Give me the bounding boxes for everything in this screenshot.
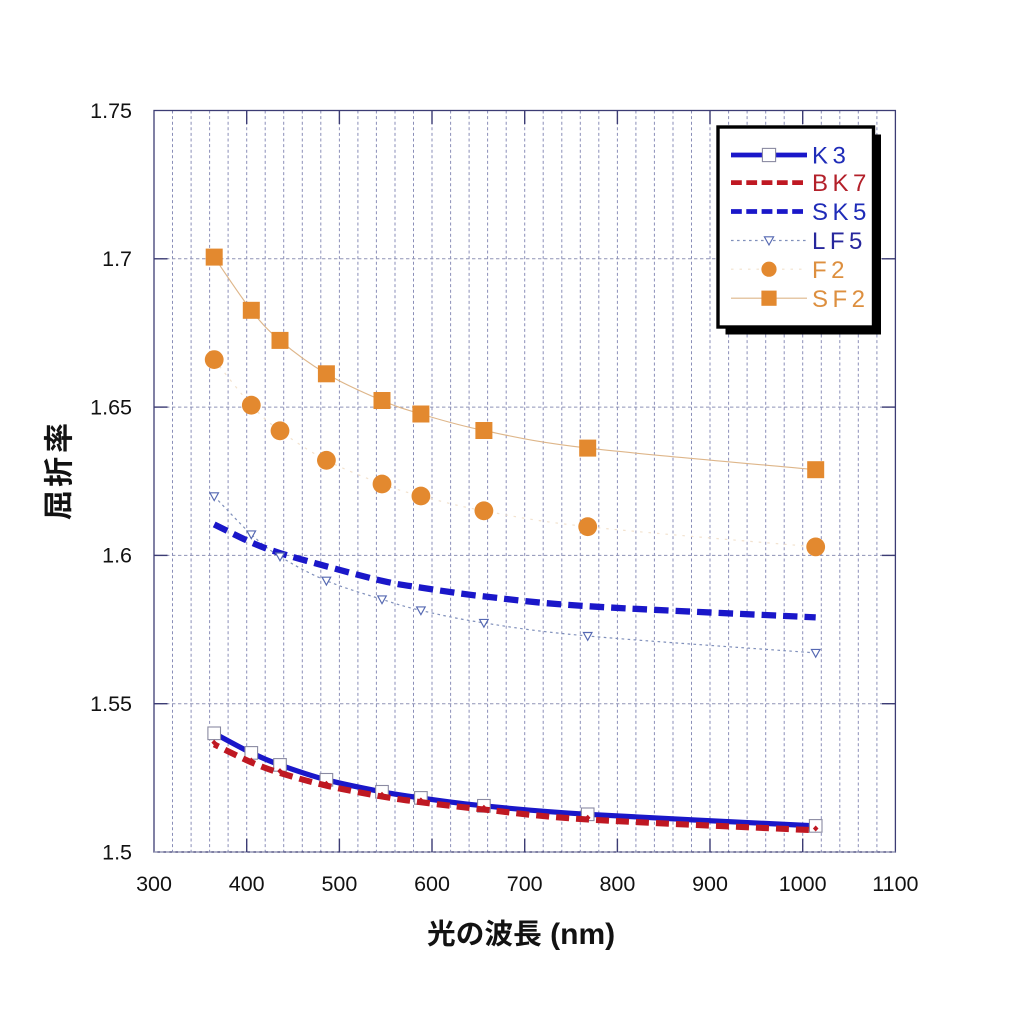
svg-text:BK7: BK7 — [812, 170, 871, 197]
svg-text:(nm): (nm) — [542, 918, 615, 951]
svg-text:1.55: 1.55 — [90, 692, 132, 716]
svg-text:400: 400 — [229, 872, 265, 896]
svg-text:900: 900 — [692, 872, 728, 896]
svg-text:K3: K3 — [812, 143, 850, 170]
svg-text:1000: 1000 — [779, 872, 827, 896]
svg-text:300: 300 — [136, 872, 172, 896]
svg-text:SF2: SF2 — [812, 286, 870, 313]
svg-text:SK5: SK5 — [812, 199, 871, 226]
svg-text:1.7: 1.7 — [102, 247, 132, 271]
svg-text:1.5: 1.5 — [102, 840, 132, 864]
svg-text:600: 600 — [414, 872, 450, 896]
svg-text:700: 700 — [507, 872, 543, 896]
svg-text:1.75: 1.75 — [90, 99, 132, 123]
svg-text:F2: F2 — [812, 257, 849, 284]
svg-text:LF5: LF5 — [812, 228, 867, 255]
svg-text:1.6: 1.6 — [102, 544, 132, 568]
svg-text:500: 500 — [321, 872, 357, 896]
svg-text:800: 800 — [599, 872, 635, 896]
svg-text:1.65: 1.65 — [90, 395, 132, 419]
svg-text:1100: 1100 — [872, 872, 918, 896]
